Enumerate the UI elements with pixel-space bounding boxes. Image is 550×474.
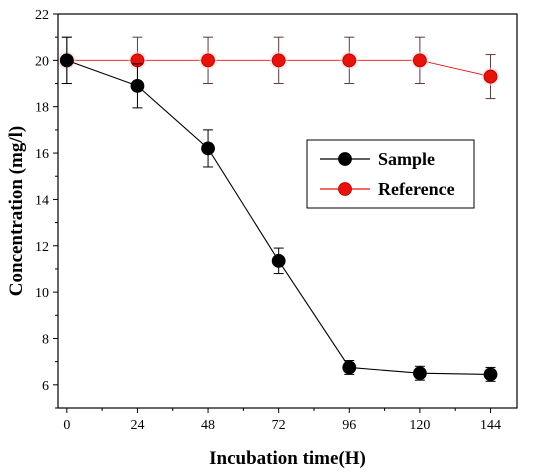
y-tick-label: 18 — [35, 101, 49, 116]
series-line-sample — [66, 59, 491, 375]
data-point-sample — [271, 253, 286, 268]
x-tick-label: 72 — [272, 418, 286, 433]
data-point-reference — [201, 53, 215, 68]
y-tick-label: 14 — [35, 193, 49, 208]
legend-label-sample: Sample — [378, 149, 435, 169]
data-point-reference — [483, 69, 498, 84]
legend-marker-sample — [338, 152, 352, 166]
plot-marks — [57, 36, 500, 382]
x-axis-label: Incubation time(H) — [209, 448, 366, 469]
y-tick-label: 20 — [35, 54, 49, 69]
y-tick-label: 12 — [35, 240, 49, 255]
x-tick-label: 0 — [63, 418, 70, 433]
data-point-reference — [271, 53, 286, 68]
axis-ticks: 0 24 48 72 96 120 144 6 8 10 12 14 16 18 20 22 — [35, 8, 501, 433]
x-tick-label: 120 — [409, 418, 430, 433]
data-point-sample — [483, 367, 498, 382]
legend-entry-sample: Sample — [320, 149, 435, 169]
series-reference — [57, 36, 500, 100]
x-tick-label: 48 — [201, 418, 215, 433]
x-tick-label: 96 — [342, 418, 356, 433]
data-point-reference — [342, 53, 357, 68]
legend-label-reference: Reference — [378, 179, 455, 199]
data-point-sample — [413, 366, 427, 381]
data-point-sample — [130, 78, 145, 93]
data-point-reference — [413, 53, 427, 68]
y-tick-label: 10 — [35, 286, 49, 301]
y-tick-label: 6 — [42, 379, 49, 394]
x-tick-label: 24 — [130, 418, 144, 433]
legend-marker-reference — [338, 182, 352, 196]
series-sample — [59, 36, 498, 382]
data-point-sample — [201, 141, 215, 156]
y-axis-label: Concentration (mg/l) — [6, 126, 27, 296]
data-point-sample — [59, 53, 74, 68]
x-tick-label: 144 — [480, 418, 501, 433]
y-tick-label: 22 — [35, 8, 49, 23]
legend: Sample Reference — [306, 139, 475, 209]
y-tick-label: 16 — [35, 147, 49, 162]
plot-frame — [57, 13, 518, 409]
data-point-sample — [342, 360, 357, 375]
legend-box — [306, 139, 475, 209]
y-tick-label: 8 — [42, 332, 49, 347]
legend-entry-reference: Reference — [320, 179, 455, 199]
